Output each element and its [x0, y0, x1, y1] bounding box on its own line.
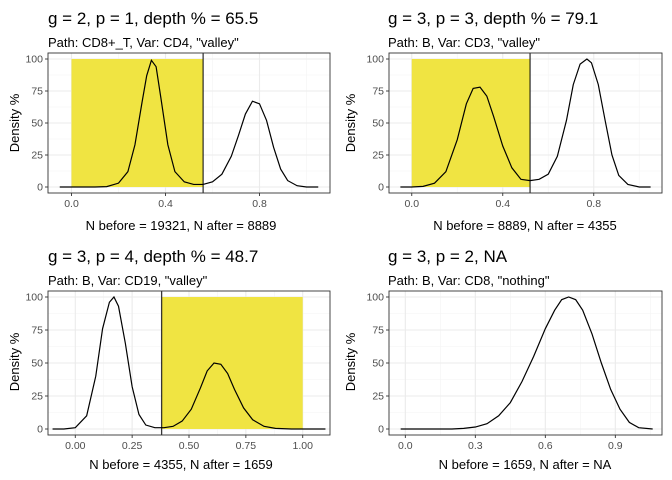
- x-tick-label: 0.4: [495, 198, 510, 210]
- y-tick-label: 0: [37, 424, 43, 436]
- x-tick-label: 0.25: [122, 440, 143, 452]
- x-tick-label: 0.0: [398, 440, 413, 452]
- y-tick-label: 75: [372, 325, 384, 337]
- y-tick-label: 75: [31, 86, 43, 98]
- y-tick-label: 100: [25, 54, 43, 66]
- x-axis-label: N before = 19321, N after = 8889: [86, 218, 277, 233]
- panel-2: g = 3, p = 3, depth % = 79.1 Path: B, Var…: [343, 9, 663, 233]
- y-axis-label: Density %: [343, 332, 358, 391]
- y-tick-label: 50: [31, 118, 43, 130]
- grid: [389, 291, 662, 435]
- panel-4: g = 3, p = 2, NA Path: B, Var: CD8, "noth…: [343, 247, 663, 472]
- x-axis-label: N before = 1659, N after = NA: [439, 457, 612, 472]
- x-tick-label: 0.0: [404, 198, 419, 210]
- y-tick-label: 50: [372, 118, 384, 130]
- panel-subtitle: Path: B, Var: CD3, "valley": [388, 35, 540, 50]
- x-tick-label: 0.50: [179, 440, 200, 452]
- x-tick-label: 0.6: [538, 440, 553, 452]
- x-tick-label: 0.8: [586, 198, 601, 210]
- y-tick-label: 75: [31, 325, 43, 337]
- panel-3: g = 3, p = 4, depth % = 48.7 Path: B, Var…: [7, 247, 331, 472]
- panel-1: g = 2, p = 1, depth % = 65.5 Path: CD8+_T…: [7, 9, 331, 233]
- panel-title: g = 3, p = 4, depth % = 48.7: [48, 247, 258, 266]
- y-tick-label: 25: [372, 150, 384, 162]
- x-tick-label: 0.4: [158, 198, 173, 210]
- panel-title: g = 3, p = 2, NA: [388, 247, 508, 266]
- panel-subtitle: Path: B, Var: CD8, "nothing": [388, 273, 550, 288]
- y-tick-label: 100: [366, 292, 384, 304]
- y-tick-label: 50: [31, 358, 43, 370]
- x-axis-label: N before = 8889, N after = 4355: [433, 218, 617, 233]
- y-tick-label: 100: [366, 54, 384, 66]
- x-tick-label: 0.00: [65, 440, 86, 452]
- x-axis-label: N before = 4355, N after = 1659: [89, 457, 273, 472]
- highlight-region: [71, 59, 204, 187]
- x-tick-label: 0.75: [236, 440, 257, 452]
- y-tick-label: 25: [372, 391, 384, 403]
- density-curve: [400, 296, 653, 430]
- highlight-region: [161, 297, 303, 429]
- panel-subtitle: Path: B, Var: CD19, "valley": [48, 273, 208, 288]
- y-tick-label: 50: [372, 358, 384, 370]
- x-tick-label: 1.00: [292, 440, 313, 452]
- panel-title: g = 2, p = 1, depth % = 65.5: [48, 9, 258, 28]
- x-tick-label: 0.9: [608, 440, 623, 452]
- density-curve: [52, 295, 326, 430]
- x-tick-label: 0.8: [252, 198, 267, 210]
- y-tick-label: 100: [25, 292, 43, 304]
- x-tick-label: 0.3: [468, 440, 483, 452]
- x-tick-label: 0.0: [64, 198, 79, 210]
- y-tick-label: 25: [31, 391, 43, 403]
- y-axis-label: Density %: [7, 332, 22, 391]
- panel-subtitle: Path: CD8+_T, Var: CD4, "valley": [48, 35, 239, 50]
- y-tick-label: 0: [37, 182, 43, 194]
- y-axis-label: Density %: [343, 93, 358, 152]
- y-tick-label: 75: [372, 86, 384, 98]
- y-tick-label: 0: [378, 424, 384, 436]
- y-tick-label: 25: [31, 150, 43, 162]
- y-tick-label: 0: [378, 182, 384, 194]
- panel-title: g = 3, p = 3, depth % = 79.1: [388, 9, 598, 28]
- density-curve: [59, 58, 319, 188]
- y-axis-label: Density %: [7, 93, 22, 152]
- density-curve: [400, 58, 651, 188]
